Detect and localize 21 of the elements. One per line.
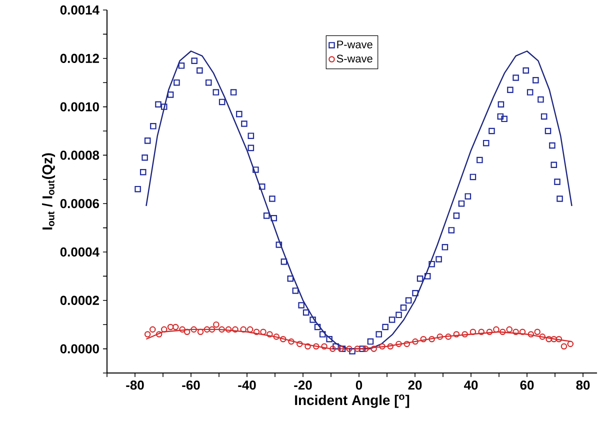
x-tick-label: -80: [126, 380, 144, 390]
y-tick-label: 0.0002: [60, 296, 99, 305]
legend-label: P-wave: [337, 40, 372, 48]
x-tick-label: 0: [356, 380, 362, 390]
x-tick-label: 80: [576, 380, 590, 390]
x-tick-label: 40: [464, 380, 478, 390]
x-tick-label: 60: [520, 380, 534, 390]
y-tick-label: 0.0010: [60, 102, 99, 112]
x-tick-label: 20: [408, 380, 422, 390]
x-axis-title: Incident Angle [$^{o}$]: [295, 394, 410, 408]
y-axis-title: I$_{out}$ / I$_{out}$(Qz): [42, 153, 56, 230]
x-tick-label: -40: [238, 380, 256, 390]
x-tick-label: -20: [294, 380, 312, 390]
x-tick-label: -60: [182, 380, 200, 390]
y-tick-label: 0.0004: [60, 247, 100, 257]
y-tick-label: 0.0000: [60, 344, 99, 354]
y-tick-label: 0.0012: [60, 54, 99, 63]
legend-label: S-wave: [336, 54, 372, 62]
y-tick-label: 0.0006: [60, 199, 100, 208]
y-tick-label: 0.0014: [60, 5, 100, 15]
y-tick-label: 0.0008: [60, 150, 100, 160]
